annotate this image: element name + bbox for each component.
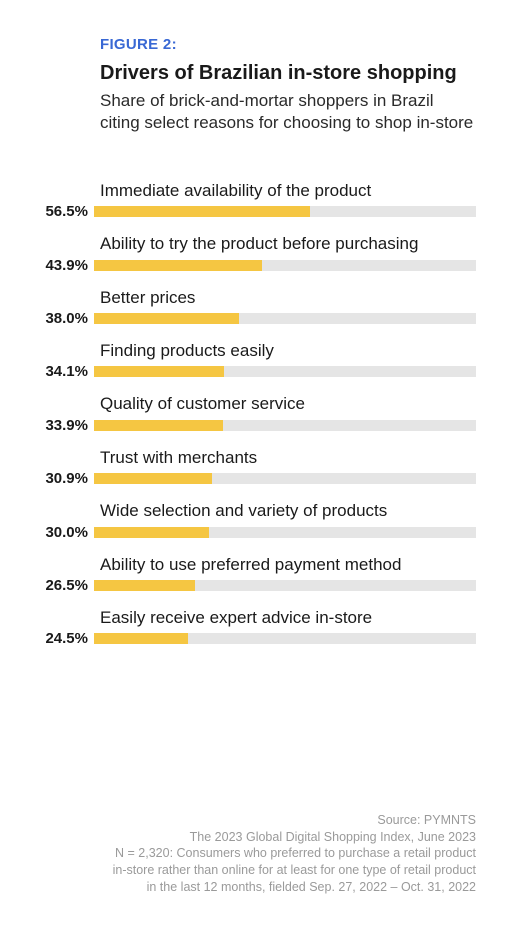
bar-fill [94,366,224,377]
bar-track [94,420,476,431]
bar-chart: Immediate availability of the product 56… [30,181,476,648]
bar-label: Easily receive expert advice in-store [30,608,476,628]
bar-row: Ability to try the product before purcha… [30,234,476,273]
bar-line: 43.9% [30,257,476,274]
bar-fill [94,313,239,324]
bar-line: 56.5% [30,203,476,220]
bar-track [94,633,476,644]
bar-track [94,527,476,538]
bar-value: 33.9% [30,417,94,434]
bar-label: Finding products easily [30,341,476,361]
bar-row: Immediate availability of the product 56… [30,181,476,220]
bar-track [94,313,476,324]
bar-fill [94,260,262,271]
bar-row: Better prices 38.0% [30,288,476,327]
bar-track [94,260,476,271]
bar-line: 30.9% [30,470,476,487]
bar-fill [94,420,223,431]
bar-fill [94,580,195,591]
chart-title: Drivers of Brazilian in-store shopping [100,61,476,86]
bar-row: Wide selection and variety of products 3… [30,501,476,540]
bar-line: 34.1% [30,363,476,380]
bar-track [94,366,476,377]
bar-label: Wide selection and variety of products [30,501,476,521]
bar-value: 24.5% [30,630,94,647]
bar-value: 26.5% [30,577,94,594]
bar-line: 38.0% [30,310,476,327]
bar-line: 26.5% [30,577,476,594]
bar-line: 33.9% [30,417,476,434]
bar-track [94,473,476,484]
bar-label: Quality of customer service [30,394,476,414]
bar-row: Quality of customer service 33.9% [30,394,476,433]
bar-track [94,206,476,217]
bar-value: 43.9% [30,257,94,274]
footer-line: Source: PYMNTS [30,812,476,829]
footer-line: in-store rather than online for at least… [30,862,476,879]
bar-row: Finding products easily 34.1% [30,341,476,380]
bar-label: Trust with merchants [30,448,476,468]
bar-track [94,580,476,591]
bar-label: Ability to try the product before purcha… [30,234,476,254]
chart-subtitle: Share of brick-and-mortar shoppers in Br… [100,90,476,135]
bar-row: Ability to use preferred payment method … [30,555,476,594]
bar-value: 30.0% [30,524,94,541]
footer-line: N = 2,320: Consumers who preferred to pu… [30,845,476,862]
bar-label: Immediate availability of the product [30,181,476,201]
bar-value: 56.5% [30,203,94,220]
bar-value: 30.9% [30,470,94,487]
chart-footer: Source: PYMNTS The 2023 Global Digital S… [30,812,476,896]
bar-value: 38.0% [30,310,94,327]
figure-label: FIGURE 2: [100,36,476,53]
bar-fill [94,473,212,484]
chart-header: FIGURE 2: Drivers of Brazilian in-store … [30,36,476,135]
bar-value: 34.1% [30,363,94,380]
bar-row: Trust with merchants 30.9% [30,448,476,487]
bar-line: 24.5% [30,630,476,647]
bar-label: Better prices [30,288,476,308]
footer-line: The 2023 Global Digital Shopping Index, … [30,829,476,846]
bar-label: Ability to use preferred payment method [30,555,476,575]
bar-line: 30.0% [30,524,476,541]
bar-fill [94,633,188,644]
bar-fill [94,527,209,538]
footer-line: in the last 12 months, fielded Sep. 27, … [30,879,476,896]
bar-row: Easily receive expert advice in-store 24… [30,608,476,647]
bar-fill [94,206,310,217]
